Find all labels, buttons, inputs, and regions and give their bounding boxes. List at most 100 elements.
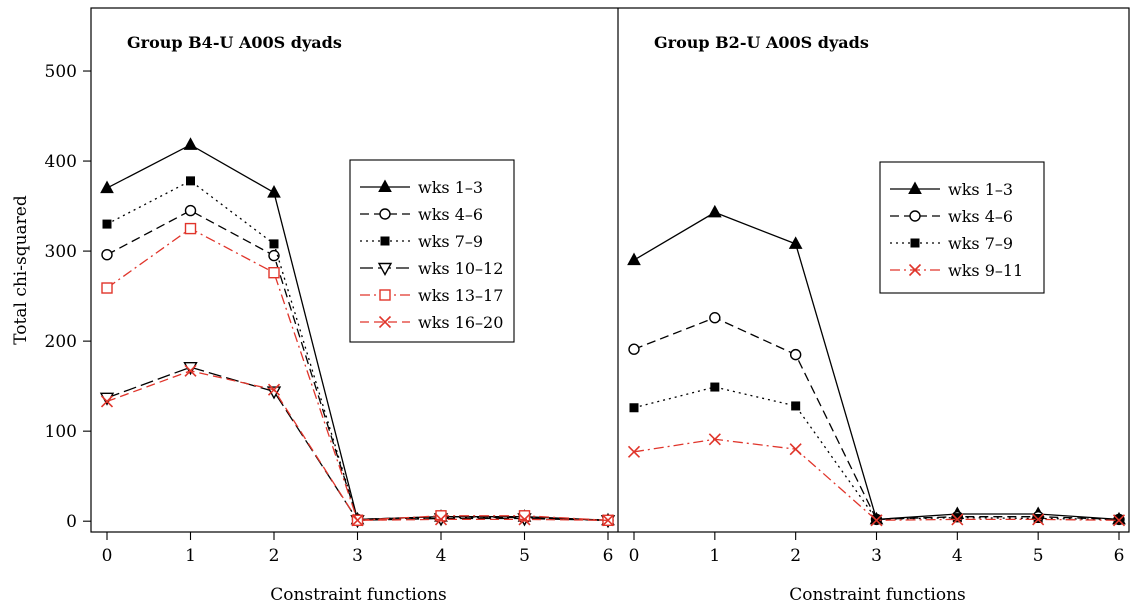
plot-frame: [90, 7, 1130, 533]
legend-item: wks 7–9: [360, 232, 483, 251]
x-axis-label: Constraint functions: [270, 585, 447, 605]
data-point: [268, 249, 280, 262]
x-tick-label: 1: [185, 546, 196, 566]
panel-title: Group B4-U A00S dyads: [127, 33, 342, 52]
x-tick-label: 3: [871, 546, 882, 566]
panel-title: Group B2-U A00S dyads: [654, 33, 869, 52]
x-tick-label: 5: [519, 546, 530, 566]
data-point: [184, 364, 197, 377]
panel-2: Group B2-U A00S dyads 0 1 2 3 4 5 6 Constraint f…: [627, 33, 1126, 605]
legend-marker: [379, 289, 391, 301]
data-point: [267, 383, 281, 396]
data-point: [1032, 513, 1045, 526]
data-point: [434, 513, 448, 526]
legend-marker: [378, 315, 392, 329]
data-point: [518, 513, 531, 526]
data-point: [183, 137, 198, 150]
data-point: [101, 282, 113, 294]
data-point: [627, 252, 641, 266]
data-point: [709, 312, 721, 324]
legend-label: wks 10–12: [418, 259, 503, 278]
series-4: [627, 433, 1126, 527]
data-point: [100, 180, 114, 194]
legend-marker: [377, 262, 393, 276]
series-line: [633, 386, 1120, 521]
legend-label: wks 7–9: [418, 232, 483, 251]
legend-item: wks 10–12: [360, 259, 503, 278]
data-point: [952, 513, 962, 523]
data-point: [351, 514, 364, 527]
legend-label: wks 1–3: [948, 180, 1013, 199]
x-tick-label: 1: [709, 546, 720, 566]
legend-marker: [910, 238, 920, 248]
x-tick-label: 0: [102, 546, 113, 566]
y-tick-label: 200: [45, 332, 77, 352]
x-axis-label: Constraint functions: [789, 585, 966, 605]
legend-label: wks 16–20: [418, 313, 503, 332]
data-point: [629, 403, 639, 413]
data-point: [1112, 514, 1126, 527]
data-point: [628, 343, 640, 355]
legend-label: wks 9–11: [948, 261, 1023, 280]
legend-box: [879, 161, 1045, 294]
data-point: [789, 443, 802, 456]
series-6: [100, 364, 615, 527]
data-point: [710, 382, 720, 392]
data-point: [951, 513, 964, 526]
data-point: [102, 219, 112, 229]
series-2: [628, 312, 1125, 526]
data-point: [707, 204, 722, 218]
legend-item: wks 7–9: [890, 234, 1013, 253]
y-tick-label: 0: [66, 512, 77, 532]
legend-marker: [380, 236, 390, 246]
y-tick-label: 300: [45, 242, 77, 262]
series-line: [633, 438, 1120, 521]
data-point: [100, 395, 114, 408]
series-line: [106, 366, 609, 521]
data-point: [788, 236, 803, 249]
x-tick-label: 4: [952, 546, 963, 566]
legend-label: wks 13–17: [418, 286, 503, 305]
y-axis-label: Total chi-squared: [11, 195, 31, 345]
data-point: [518, 510, 531, 522]
series-line: [106, 370, 609, 521]
data-point: [435, 510, 447, 522]
legend-item: wks 4–6: [360, 205, 483, 224]
series-line: [633, 211, 1120, 521]
y-tick-label: 400: [45, 152, 77, 172]
legend-marker: [908, 181, 922, 194]
legend-item: wks 9–11: [890, 261, 1023, 280]
legend-marker: [378, 179, 392, 192]
legend-label: wks 7–9: [948, 234, 1013, 253]
legend-item: wks 16–20: [360, 313, 503, 332]
data-point: [186, 176, 195, 186]
data-point: [601, 514, 615, 527]
y-tick-label: 500: [45, 62, 77, 82]
panel-1: Group B4-U A00S dyads 0 1 2 3 4 5 6 Constraint f…: [11, 33, 616, 605]
x-tick-label: 4: [436, 546, 447, 566]
y-tick-label: 100: [45, 422, 77, 442]
data-point: [627, 445, 641, 458]
data-point: [708, 433, 721, 446]
legend-item: wks 1–3: [360, 178, 483, 197]
legend-marker: [909, 210, 921, 222]
legend-label: wks 4–6: [418, 205, 483, 224]
data-point: [184, 222, 197, 235]
series-3: [629, 382, 1124, 524]
x-tick-label: 2: [790, 546, 801, 566]
data-point: [268, 267, 280, 279]
data-point: [791, 401, 801, 411]
data-point: [99, 392, 115, 406]
legend-item: wks 1–3: [890, 180, 1013, 199]
data-point: [870, 514, 883, 527]
x-tick-label: 3: [352, 546, 363, 566]
x-tick-label: 5: [1033, 546, 1044, 566]
legend-label: wks 4–6: [948, 207, 1013, 226]
legend: wks 1–3 wks 4–6 wks 7–9 wks 9–11: [879, 161, 1045, 294]
data-point: [101, 248, 113, 261]
x-tick-label: 6: [603, 546, 614, 566]
legend-item: wks 4–6: [890, 207, 1013, 226]
legend-item: wks 13–17: [360, 286, 503, 305]
legend-label: wks 1–3: [418, 178, 483, 197]
data-point: [789, 348, 802, 361]
